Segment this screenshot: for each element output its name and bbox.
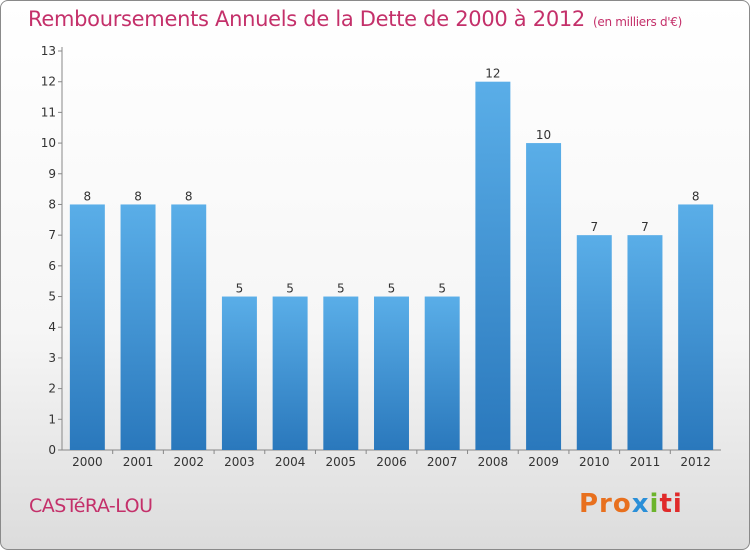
y-tick-label: 0 xyxy=(48,443,56,457)
bar-2007 xyxy=(424,296,460,450)
x-tick-label-2012: 2012 xyxy=(680,455,711,469)
value-label-2001: 8 xyxy=(134,189,142,203)
value-label-2002: 8 xyxy=(185,189,193,203)
bar-2001 xyxy=(120,204,156,450)
x-tick-label-2001: 2001 xyxy=(123,455,154,469)
commune-name: CASTéRA-LOU xyxy=(29,495,153,517)
y-tick-label: 11 xyxy=(41,105,56,119)
y-tick-label: 4 xyxy=(48,320,56,334)
chart-title-text: Remboursements Annuels de la Dette de 20… xyxy=(28,7,585,31)
value-label-2007: 5 xyxy=(438,282,446,296)
chart-title: Remboursements Annuels de la Dette de 20… xyxy=(28,7,682,31)
x-tick-label-2002: 2002 xyxy=(173,455,204,469)
bar-2002 xyxy=(171,204,207,450)
bar-2010 xyxy=(576,235,612,450)
x-tick-label-2011: 2011 xyxy=(630,455,661,469)
chart-value-labels: 8 8 8 5 5 5 5 5 12 10 7 7 8 xyxy=(84,67,700,296)
x-tick-label-2003: 2003 xyxy=(224,455,255,469)
x-tick-label-2004: 2004 xyxy=(275,455,306,469)
y-tick-label: 10 xyxy=(41,136,56,150)
bar-2009 xyxy=(526,143,562,451)
value-label-2000: 8 xyxy=(84,189,92,203)
x-tick-label-2000: 2000 xyxy=(72,455,103,469)
x-tick-label-2010: 2010 xyxy=(579,455,610,469)
y-tick-label: 2 xyxy=(48,382,56,396)
y-tick-label: 9 xyxy=(48,167,56,181)
bar-2008 xyxy=(475,81,511,450)
proxiti-logo: Proxiti xyxy=(579,489,683,519)
x-tick-label-2009: 2009 xyxy=(528,455,559,469)
y-tick-label: 7 xyxy=(48,228,56,242)
value-label-2004: 5 xyxy=(286,282,294,296)
x-tick-label-2008: 2008 xyxy=(478,455,509,469)
chart-bars xyxy=(69,81,714,451)
value-label-2003: 5 xyxy=(236,282,244,296)
value-label-2008: 12 xyxy=(485,67,500,81)
y-tick-label: 6 xyxy=(48,259,56,273)
x-tick-label-2006: 2006 xyxy=(376,455,407,469)
bar-2003 xyxy=(221,296,257,450)
bar-2006 xyxy=(374,296,409,450)
y-tick-label: 5 xyxy=(48,290,56,304)
x-tick-label-2005: 2005 xyxy=(326,455,357,469)
bar-2012 xyxy=(678,204,714,450)
x-tick-label-2007: 2007 xyxy=(427,455,458,469)
value-label-2009: 10 xyxy=(536,128,551,142)
chart-unit: (en milliers d'€) xyxy=(593,15,683,29)
y-tick-label: 13 xyxy=(41,44,56,58)
y-tick-label: 12 xyxy=(41,75,56,89)
bar-2000 xyxy=(69,204,105,450)
y-tick-label: 3 xyxy=(48,351,56,365)
y-tick-label: 8 xyxy=(48,197,56,211)
bar-2004 xyxy=(272,296,308,450)
value-label-2005: 5 xyxy=(337,282,345,296)
value-label-2006: 5 xyxy=(388,282,396,296)
value-label-2011: 7 xyxy=(641,220,649,234)
value-label-2010: 7 xyxy=(590,220,598,234)
y-tick-label: 1 xyxy=(48,412,56,426)
value-label-2012: 8 xyxy=(692,189,700,203)
bar-2005 xyxy=(323,296,359,450)
bar-2011 xyxy=(627,235,663,450)
